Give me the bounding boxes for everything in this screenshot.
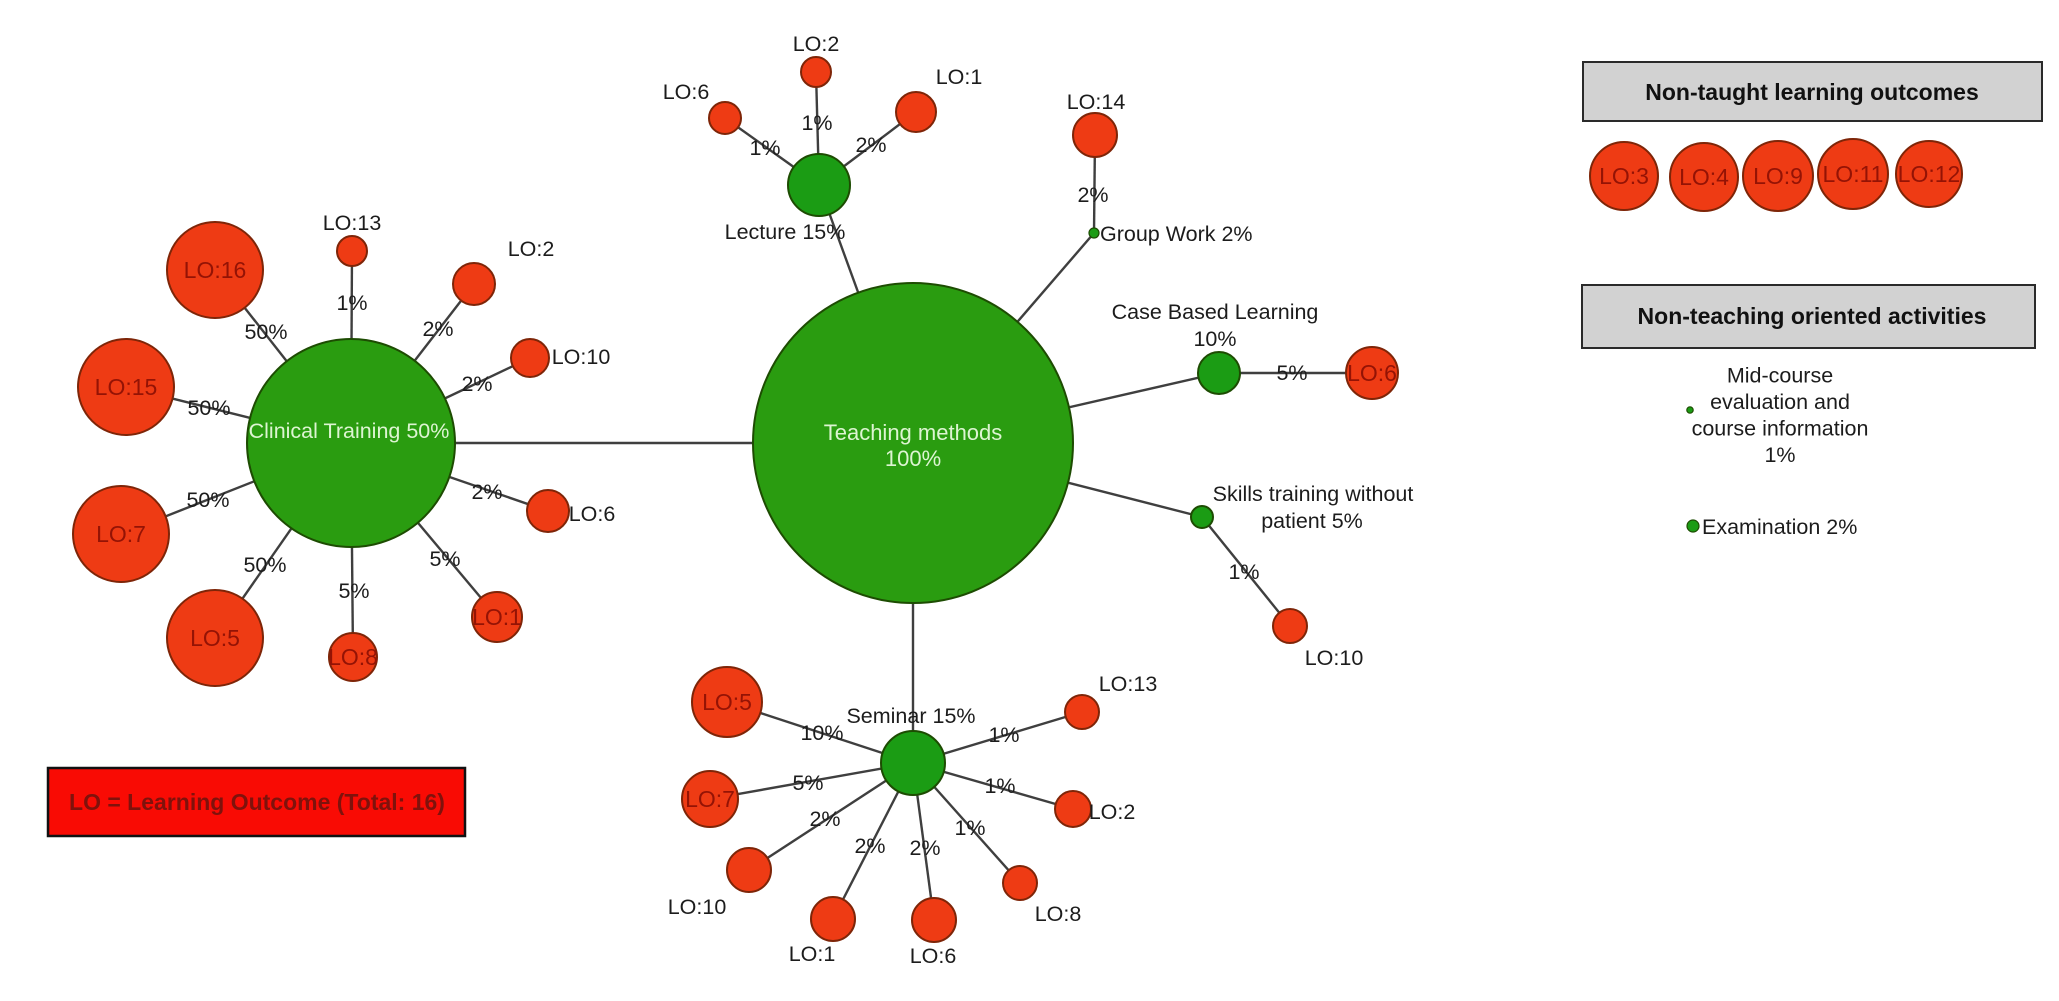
svg-text:2%: 2% — [909, 836, 940, 860]
svg-text:5%: 5% — [338, 579, 369, 603]
svg-text:LO:10: LO:10 — [668, 895, 727, 919]
svg-text:LO:2: LO:2 — [1089, 800, 1136, 824]
svg-text:LO:6: LO:6 — [663, 80, 710, 104]
svg-text:2%: 2% — [422, 317, 453, 341]
svg-text:patient 5%: patient 5% — [1261, 509, 1363, 533]
svg-text:Group Work 2%: Group Work 2% — [1100, 222, 1253, 246]
svg-text:1%: 1% — [801, 111, 832, 135]
svg-text:LO:6: LO:6 — [910, 944, 957, 968]
svg-text:LO:13: LO:13 — [323, 211, 382, 235]
svg-text:LO:1: LO:1 — [936, 65, 983, 89]
svg-text:1%: 1% — [749, 136, 780, 160]
svg-text:Skills training without: Skills training without — [1213, 482, 1414, 506]
svg-text:Examination 2%: Examination 2% — [1702, 515, 1857, 539]
svg-text:2%: 2% — [1077, 183, 1108, 207]
svg-text:1%: 1% — [984, 774, 1015, 798]
svg-text:2%: 2% — [854, 834, 885, 858]
svg-text:course information: course information — [1692, 417, 1869, 441]
svg-text:50%: 50% — [244, 320, 287, 344]
svg-text:LO:9: LO:9 — [1753, 163, 1803, 189]
svg-text:LO:6: LO:6 — [569, 502, 616, 526]
svg-text:50%: 50% — [187, 396, 230, 420]
svg-text:LO:7: LO:7 — [96, 521, 146, 547]
svg-text:50%: 50% — [186, 488, 229, 512]
svg-text:evaluation and: evaluation and — [1710, 390, 1850, 414]
svg-text:5%: 5% — [1276, 361, 1307, 385]
svg-text:LO:2: LO:2 — [793, 32, 840, 56]
svg-text:1%: 1% — [1764, 443, 1795, 467]
svg-text:LO:6: LO:6 — [1347, 360, 1397, 386]
svg-text:Mid-course: Mid-course — [1727, 364, 1833, 388]
svg-text:LO:2: LO:2 — [508, 237, 555, 261]
svg-text:2%: 2% — [461, 372, 492, 396]
svg-text:LO:8: LO:8 — [1035, 902, 1082, 926]
svg-text:LO:16: LO:16 — [184, 257, 247, 283]
svg-text:LO:7: LO:7 — [685, 786, 735, 812]
svg-text:Non-teaching oriented activiti: Non-teaching oriented activities — [1638, 303, 1987, 329]
svg-text:2%: 2% — [471, 480, 502, 504]
svg-text:2%: 2% — [809, 807, 840, 831]
svg-text:LO:12: LO:12 — [1898, 161, 1961, 187]
svg-text:Teaching methods: Teaching methods — [824, 420, 1003, 445]
svg-text:LO:14: LO:14 — [1067, 90, 1126, 114]
svg-text:1%: 1% — [336, 291, 367, 315]
svg-text:LO:11: LO:11 — [1823, 161, 1884, 187]
svg-text:10%: 10% — [1193, 327, 1236, 351]
svg-text:LO:10: LO:10 — [1305, 646, 1364, 670]
svg-text:LO = Learning Outcome (Total:: LO = Learning Outcome (Total: 16) — [69, 789, 445, 815]
svg-text:1%: 1% — [1228, 560, 1259, 584]
svg-text:LO:5: LO:5 — [702, 689, 752, 715]
svg-text:LO:13: LO:13 — [1099, 672, 1158, 696]
svg-text:5%: 5% — [429, 547, 460, 571]
svg-text:Case Based Learning: Case Based Learning — [1112, 300, 1319, 324]
svg-text:Lecture 15%: Lecture 15% — [725, 220, 846, 244]
svg-text:1%: 1% — [988, 723, 1019, 747]
svg-text:100%: 100% — [885, 446, 941, 471]
svg-text:Non-taught learning outcomes: Non-taught learning outcomes — [1645, 79, 1979, 105]
svg-text:LO:1: LO:1 — [789, 942, 836, 966]
svg-text:LO:10: LO:10 — [552, 345, 611, 369]
svg-text:10%: 10% — [800, 721, 843, 745]
svg-text:LO:1: LO:1 — [472, 604, 522, 630]
svg-text:LO:3: LO:3 — [1599, 163, 1649, 189]
svg-text:50%: 50% — [243, 553, 286, 577]
svg-text:1%: 1% — [954, 816, 985, 840]
svg-text:2%: 2% — [855, 133, 886, 157]
svg-text:LO:8: LO:8 — [328, 644, 378, 670]
svg-text:LO:5: LO:5 — [190, 625, 240, 651]
svg-text:LO:15: LO:15 — [95, 374, 158, 400]
svg-text:LO:4: LO:4 — [1679, 164, 1729, 190]
svg-text:5%: 5% — [792, 771, 823, 795]
svg-text:Seminar 15%: Seminar 15% — [846, 704, 975, 728]
svg-text:Clinical Training 50%: Clinical Training 50% — [249, 419, 450, 443]
